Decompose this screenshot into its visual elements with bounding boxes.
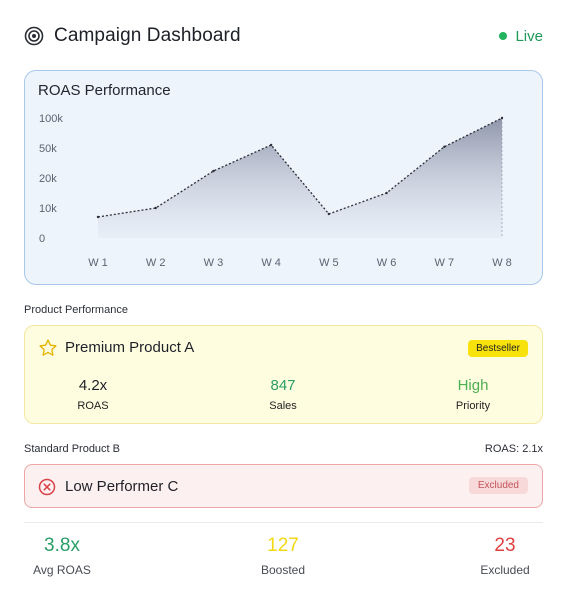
metric-roas: 4.2x ROAS: [33, 377, 153, 412]
y-tick-label: 100k: [39, 113, 63, 125]
data-point: [96, 215, 100, 219]
summary-label: Excluded: [480, 563, 530, 577]
data-point: [212, 169, 215, 173]
product-row-standard-b[interactable]: Standard Product B ROAS: 2.1x: [24, 443, 543, 458]
y-tick-label: 20k: [39, 173, 57, 185]
summary-value: 3.8x: [44, 535, 80, 556]
product-name: Low Performer C: [65, 478, 179, 495]
header-left: Campaign Dashboard: [24, 25, 241, 47]
summary-avg-roas: 3.8x Avg ROAS: [2, 535, 122, 577]
summary-divider: [24, 522, 543, 523]
summary-label: Boosted: [260, 563, 306, 577]
x-tick-label: W 1: [88, 257, 108, 269]
product-name: Standard Product B: [24, 443, 121, 455]
bestseller-badge: Bestseller: [468, 340, 528, 357]
x-tick-label: W 8: [492, 257, 512, 269]
x-tick-label: W 7: [435, 257, 455, 269]
page-title: Campaign Dashboard: [54, 25, 241, 46]
metric-label: Sales: [269, 400, 297, 412]
x-tick-label: W 6: [377, 257, 397, 269]
summary-excluded: 23 Excluded: [445, 535, 565, 577]
x-tick-label: W 4: [261, 257, 281, 269]
excluded-x-icon: [38, 478, 56, 496]
roas-chart: 100k 50k 20k 10k 0 W 1 W 2 W 3 W 4 W 5 W 6 W 7 W 8: [39, 113, 512, 269]
live-status-label: Live: [515, 27, 543, 45]
metric-value: 847: [270, 377, 296, 394]
metric-sales: 847 Sales: [223, 377, 343, 412]
product-performance-label: Product Performance: [24, 304, 128, 316]
chart-title: ROAS Performance: [38, 82, 171, 99]
summary-value: 23: [494, 535, 516, 556]
product-card-premium-a[interactable]: Premium Product A Bestseller 4.2x ROAS 8…: [24, 325, 543, 424]
x-tick-label: W 2: [146, 257, 166, 269]
star-icon: [39, 339, 57, 356]
chart-area: [98, 118, 502, 238]
data-point: [443, 145, 446, 148]
live-status: Live: [499, 28, 543, 45]
live-dot-icon: [499, 32, 508, 40]
summary-boosted: 127 Boosted: [223, 535, 343, 577]
data-point: [269, 143, 273, 147]
data-point: [500, 116, 504, 120]
product-card-low-performer-c[interactable]: Low Performer C Excluded: [24, 464, 543, 508]
metric-label: ROAS: [77, 400, 109, 412]
y-tick-label: 10k: [39, 203, 57, 215]
summary-label: Avg ROAS: [33, 563, 91, 577]
summary-value: 127: [267, 535, 299, 556]
chart-line: [97, 117, 503, 218]
y-tick-label: 0: [39, 233, 45, 245]
data-point: [154, 206, 157, 210]
metric-value: 4.2x: [78, 377, 108, 394]
metric-label: Priority: [455, 400, 491, 412]
metric-priority: High Priority: [413, 377, 533, 412]
target-icon: [24, 26, 44, 46]
y-tick-label: 50k: [39, 143, 57, 155]
x-tick-label: W 5: [319, 257, 339, 269]
data-point: [385, 191, 388, 195]
x-tick-label: W 3: [204, 257, 224, 269]
dashboard-header: Campaign Dashboard Live: [24, 22, 543, 50]
roas-chart-card: ROAS Performance 100k 50k 20k 10k 0 W 1 W 2 W …: [24, 70, 543, 285]
product-name: Premium Product A: [65, 339, 195, 356]
excluded-badge: Excluded: [468, 477, 528, 494]
product-roas: ROAS: 2.1x: [484, 443, 543, 455]
metric-value: High: [457, 377, 489, 394]
data-point: [327, 212, 331, 216]
